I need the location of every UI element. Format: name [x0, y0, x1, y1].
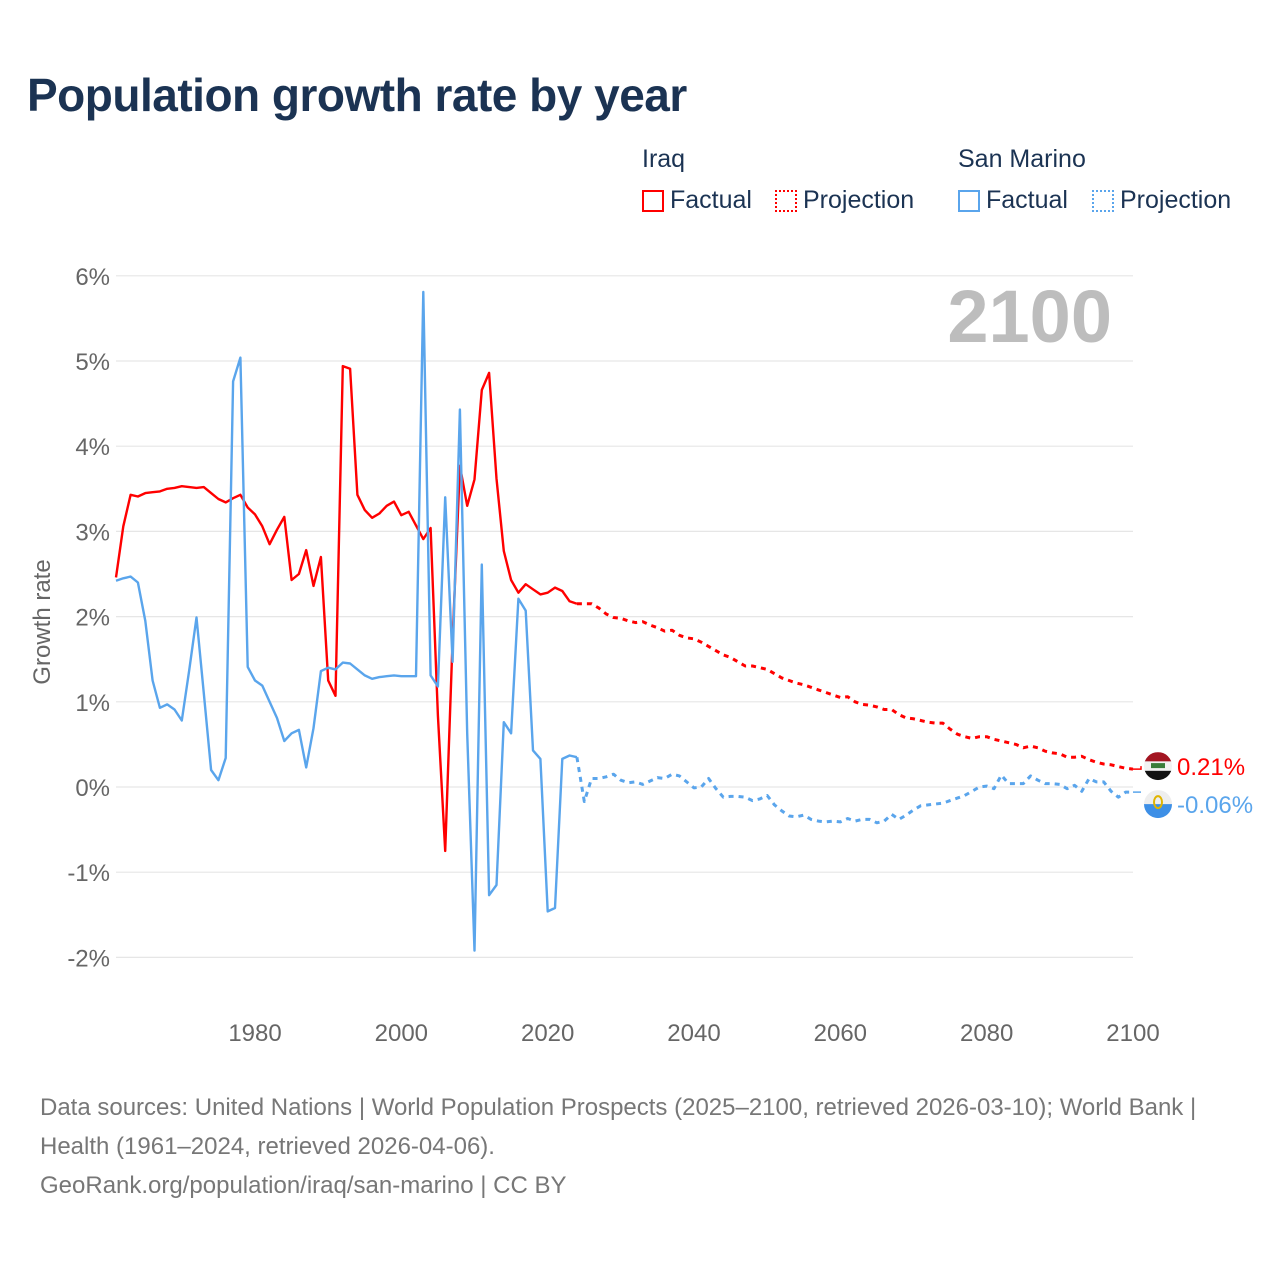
x-tick-label: 2000 — [375, 1020, 428, 1047]
y-tick-label: 6% — [75, 264, 110, 291]
flag-band-blue — [1144, 804, 1172, 819]
legend-label: Factual — [670, 186, 752, 214]
legend-iraq-factual[interactable]: Factual — [642, 186, 752, 215]
flag-band-black — [1144, 770, 1172, 781]
year-watermark: 2100 — [947, 275, 1112, 358]
legend-group-san-marino: San Marino — [958, 145, 1086, 173]
legend-swatch-solid-blue — [958, 189, 980, 212]
legend-san-marino-projection[interactable]: Projection — [1092, 186, 1231, 215]
y-axis-label: Growth rate — [29, 559, 56, 684]
iraq-flag-icon — [1144, 752, 1172, 781]
source-line-1: Data sources: United Nations | World Pop… — [40, 1094, 1197, 1160]
iraq-end-label: 0.21% — [1177, 754, 1245, 781]
iraq-connector — [1133, 766, 1142, 770]
iraq-projection-line — [576, 602, 1134, 771]
y-tick-label: 2% — [75, 605, 110, 632]
y-tick-label: 3% — [75, 519, 110, 546]
x-tick-label: 2040 — [667, 1020, 720, 1047]
x-tick-label: 2060 — [814, 1020, 867, 1047]
flag-band-red — [1144, 752, 1172, 762]
page-title: Population growth rate by year — [27, 69, 687, 121]
y-tick-label: -2% — [67, 945, 110, 972]
san-marino-end-label: -0.06% — [1177, 792, 1253, 819]
san-marino-projection-line — [575, 756, 1133, 825]
legend-swatch-dotted-red — [775, 189, 797, 212]
source-line-2[interactable]: GeoRank.org/population/iraq/san-marino |… — [40, 1172, 567, 1199]
x-tick-label: 2020 — [521, 1020, 574, 1047]
y-tick-label: 5% — [75, 349, 110, 376]
y-tick-label: 1% — [75, 690, 110, 717]
x-tick-label: 2080 — [960, 1020, 1013, 1047]
flag-emblem — [1153, 795, 1163, 810]
legend-san-marino-factual[interactable]: Factual — [958, 186, 1068, 215]
legend-group-iraq: Iraq — [642, 145, 686, 173]
flag-emblem — [1151, 763, 1165, 769]
source-note: Data sources: United Nations | World Pop… — [40, 1088, 1240, 1205]
legend-iraq-projection[interactable]: Projection — [775, 186, 914, 215]
y-tick-label: 4% — [75, 434, 110, 461]
y-tick-label: 0% — [75, 775, 110, 802]
legend-label: Projection — [1120, 186, 1232, 214]
x-tick-label: 2100 — [1106, 1020, 1159, 1047]
san-marino-flag-icon — [1144, 790, 1172, 819]
x-tick-label: 1980 — [228, 1020, 281, 1047]
legend-label: Projection — [803, 186, 915, 214]
legend-label: Factual — [986, 186, 1068, 214]
y-tick-label: -1% — [67, 860, 110, 887]
legend-swatch-dotted-blue — [1092, 189, 1114, 212]
legend-swatch-solid-red — [642, 189, 664, 212]
iraq-factual-line — [114, 364, 578, 853]
san-marino-factual-line — [115, 290, 578, 952]
